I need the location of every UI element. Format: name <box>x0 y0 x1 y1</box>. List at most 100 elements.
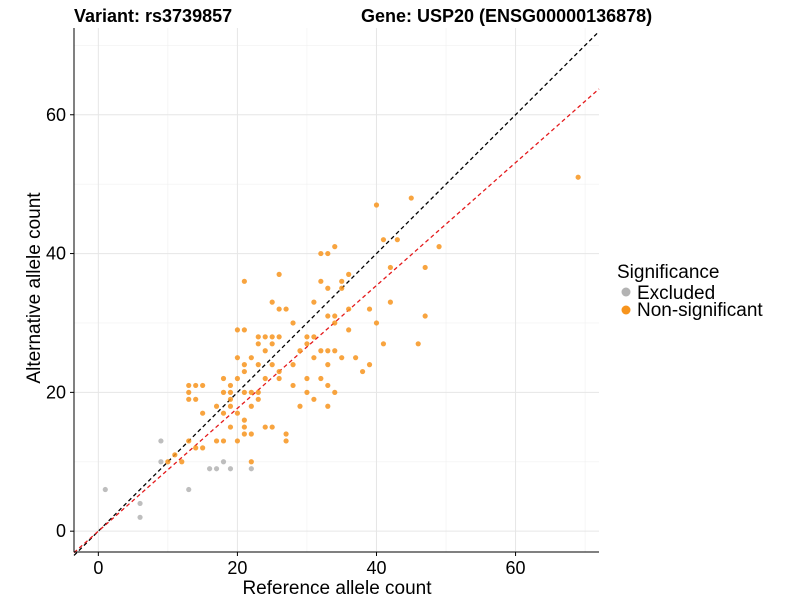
point-non-significant <box>269 362 275 368</box>
point-non-significant <box>262 424 268 430</box>
legend-swatch-non-significant <box>621 305 631 315</box>
point-non-significant <box>304 375 310 382</box>
point-non-significant <box>325 362 331 368</box>
point-non-significant <box>248 459 254 465</box>
point-non-significant <box>220 410 227 416</box>
point-non-significant <box>255 389 261 395</box>
point-excluded <box>220 459 227 465</box>
point-non-significant <box>359 368 366 375</box>
y-tick-label: 60 <box>46 105 66 125</box>
x-tick-label: 40 <box>366 558 386 578</box>
point-non-significant <box>325 382 331 389</box>
x-tick-label: 20 <box>227 558 247 578</box>
point-non-significant <box>415 341 421 347</box>
point-non-significant <box>213 438 220 444</box>
point-non-significant <box>241 368 247 375</box>
point-non-significant <box>380 341 387 347</box>
point-non-significant <box>304 389 310 395</box>
point-non-significant <box>394 237 400 243</box>
point-excluded <box>137 514 143 520</box>
point-non-significant <box>179 459 185 465</box>
tick-labels: 0 20 40 60 0 20 40 60 <box>46 105 526 578</box>
point-non-significant <box>304 334 310 340</box>
point-non-significant <box>318 278 324 284</box>
legend-swatch-excluded <box>621 287 631 297</box>
point-non-significant <box>373 202 380 208</box>
point-non-significant <box>276 271 282 277</box>
x-axis-label: Reference allele count <box>242 578 432 599</box>
point-non-significant <box>332 320 338 326</box>
point-non-significant <box>269 341 275 347</box>
point-non-significant <box>220 375 227 382</box>
point-non-significant <box>283 306 289 312</box>
point-excluded <box>248 466 254 472</box>
point-non-significant <box>220 389 227 395</box>
point-non-significant <box>297 348 303 354</box>
axes <box>73 28 599 553</box>
point-non-significant <box>380 237 387 243</box>
point-non-significant <box>311 299 317 305</box>
point-non-significant <box>227 403 234 409</box>
legend: Significance Excluded Non-significant <box>617 262 763 321</box>
point-non-significant <box>422 313 428 319</box>
point-non-significant <box>241 431 247 437</box>
point-non-significant <box>311 396 317 402</box>
point-non-significant <box>339 285 345 291</box>
point-non-significant <box>172 452 178 458</box>
point-non-significant <box>241 417 247 423</box>
point-non-significant <box>283 438 289 444</box>
point-non-significant <box>339 278 345 284</box>
point-excluded <box>158 438 164 444</box>
point-non-significant <box>387 264 393 271</box>
point-non-significant <box>193 445 199 451</box>
point-non-significant <box>325 313 331 319</box>
point-non-significant <box>193 382 199 389</box>
point-non-significant <box>366 362 373 368</box>
point-non-significant <box>262 348 268 354</box>
point-non-significant <box>248 403 254 409</box>
point-excluded <box>102 486 108 493</box>
point-non-significant <box>241 424 247 430</box>
chart-title-gene: Gene: USP20 (ENSG00000136878) <box>361 6 652 26</box>
reference-line-fit <box>73 88 600 554</box>
point-excluded <box>227 466 234 472</box>
point-non-significant <box>290 362 296 368</box>
point-non-significant <box>227 396 234 402</box>
point-non-significant <box>332 244 338 250</box>
point-non-significant <box>276 306 282 312</box>
legend-label-excluded: Excluded <box>637 283 715 304</box>
point-non-significant <box>332 389 338 395</box>
point-non-significant <box>200 445 206 451</box>
point-non-significant <box>318 375 324 382</box>
legend-label-non-significant: Non-significant <box>637 300 763 321</box>
point-non-significant <box>241 278 247 284</box>
point-non-significant <box>276 334 282 340</box>
point-excluded <box>137 500 143 507</box>
grid-lines <box>74 28 599 552</box>
point-non-significant <box>318 250 324 257</box>
point-non-significant <box>276 368 282 375</box>
point-non-significant <box>290 382 296 389</box>
point-excluded <box>158 459 164 465</box>
point-non-significant <box>193 396 199 402</box>
point-non-significant <box>346 327 352 333</box>
point-non-significant <box>248 355 254 361</box>
point-non-significant <box>255 334 261 340</box>
point-non-significant <box>165 459 171 465</box>
point-non-significant <box>248 431 254 437</box>
point-non-significant <box>200 382 206 389</box>
legend-title: Significance <box>617 262 719 283</box>
point-non-significant <box>255 362 261 368</box>
x-tick-label: 60 <box>506 558 526 578</box>
point-non-significant <box>227 382 234 389</box>
point-non-significant <box>325 348 331 354</box>
point-non-significant <box>186 396 192 402</box>
point-non-significant <box>227 424 234 430</box>
point-non-significant <box>373 320 380 326</box>
point-non-significant <box>332 313 338 319</box>
point-non-significant <box>276 375 282 382</box>
point-non-significant <box>366 306 373 312</box>
point-non-significant <box>297 403 303 409</box>
point-non-significant <box>269 424 275 430</box>
